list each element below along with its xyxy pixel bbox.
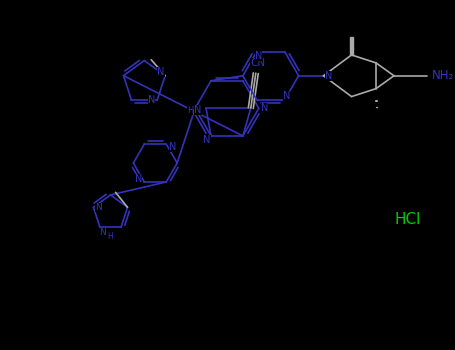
Text: N: N <box>135 174 142 184</box>
Text: N: N <box>168 142 176 152</box>
Text: HCl: HCl <box>395 212 421 227</box>
Text: N: N <box>203 135 211 145</box>
Text: H: H <box>187 105 193 114</box>
Text: H: H <box>107 232 113 241</box>
Text: N: N <box>255 51 263 61</box>
Text: N: N <box>194 105 202 115</box>
Text: N: N <box>325 71 332 81</box>
Text: N: N <box>100 228 106 237</box>
Text: N: N <box>283 91 290 101</box>
Text: N: N <box>157 67 165 77</box>
Text: N: N <box>261 103 268 113</box>
Text: N: N <box>147 95 155 105</box>
Text: NH₂: NH₂ <box>432 69 454 82</box>
FancyArrow shape <box>350 37 353 55</box>
Text: CN: CN <box>250 58 265 68</box>
Text: N: N <box>95 203 102 212</box>
